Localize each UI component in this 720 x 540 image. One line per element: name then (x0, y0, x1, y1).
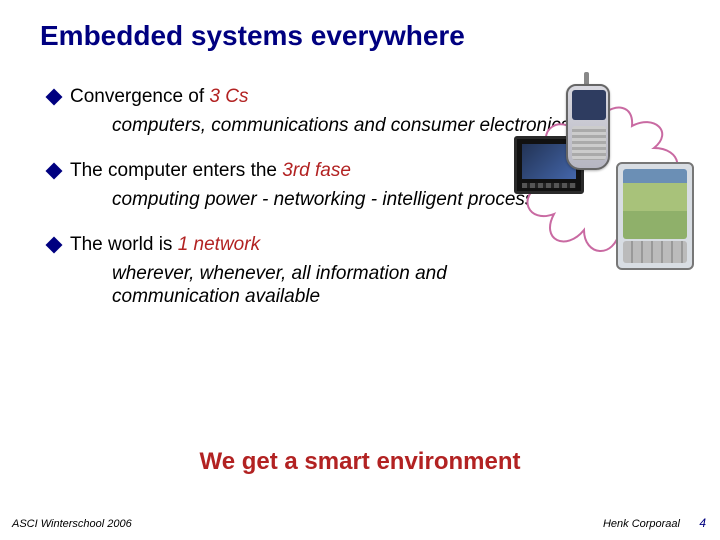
bullet-item: The computer enters the 3rd fase (48, 160, 548, 182)
phone-icon (566, 84, 610, 170)
pda-icon (616, 162, 694, 270)
bullet-lead: The computer enters the (70, 160, 282, 181)
bullet-lead: The world is (70, 234, 178, 255)
slide: Embedded systems everywhere Convergence … (0, 0, 720, 540)
bullet-highlight: 3 Cs (209, 86, 248, 107)
bullet-highlight: 1 network (178, 234, 260, 255)
page-number: 4 (699, 516, 706, 530)
diamond-icon (46, 236, 63, 253)
slide-title: Embedded systems everywhere (40, 20, 465, 52)
bullet-item: Convergence of 3 Cs (48, 86, 548, 108)
device-collage-image (514, 94, 694, 284)
bullet-lead: Convergence of (70, 86, 209, 107)
bullet-sub: computers, communications and consumer e… (112, 114, 572, 138)
conclusion-text: We get a smart environment (0, 448, 720, 476)
footer-right: Henk Corporaal (603, 518, 680, 530)
bullet-sub: computing power - networking - intellige… (112, 188, 572, 212)
diamond-icon (46, 89, 63, 106)
diamond-icon (46, 162, 63, 179)
bullet-list: Convergence of 3 Cs computers, communica… (48, 86, 548, 331)
footer-left: ASCI Winterschool 2006 (12, 518, 132, 530)
bullet-item: The world is 1 network (48, 234, 548, 256)
bullet-sub: wherever, whenever, all information and … (112, 262, 572, 310)
bullet-highlight: 3rd fase (282, 160, 351, 181)
